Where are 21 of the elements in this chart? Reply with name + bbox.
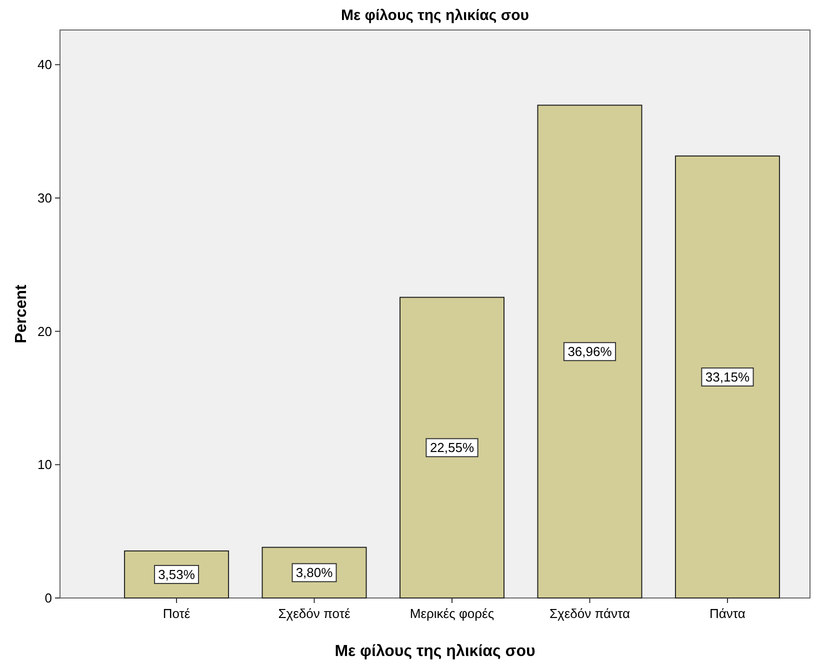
chart-title: Με φίλους της ηλικίας σου — [340, 7, 530, 24]
y-axis-title: Percent — [13, 284, 30, 344]
data-label: 3,80% — [296, 565, 334, 580]
bar — [537, 104, 642, 598]
y-tick-label: 0 — [44, 590, 52, 606]
data-label: 33,15% — [705, 370, 750, 384]
data-label: 36,96% — [568, 344, 612, 360]
x-tick-label: Μερικές φορές — [410, 606, 494, 621]
x-tick-label: Σχεδόν πάντα — [549, 606, 630, 621]
data-label: 3,53% — [158, 566, 196, 582]
y-tick-label: 10 — [38, 457, 52, 472]
y-tick-label: 20 — [38, 324, 52, 339]
x-tick-label: Πάντα — [710, 606, 746, 621]
data-label: 22,55% — [430, 440, 474, 456]
x-tick-label: Ποτέ — [162, 606, 190, 621]
y-tick-label: 40 — [38, 57, 52, 72]
x-tick-label: Σχεδόν ποτέ — [278, 606, 350, 621]
y-tick-label: 30 — [38, 190, 52, 206]
bar — [400, 296, 504, 598]
x-axis-title: Με φίλους της ηλικίας σου — [334, 643, 536, 660]
bar — [674, 156, 780, 598]
